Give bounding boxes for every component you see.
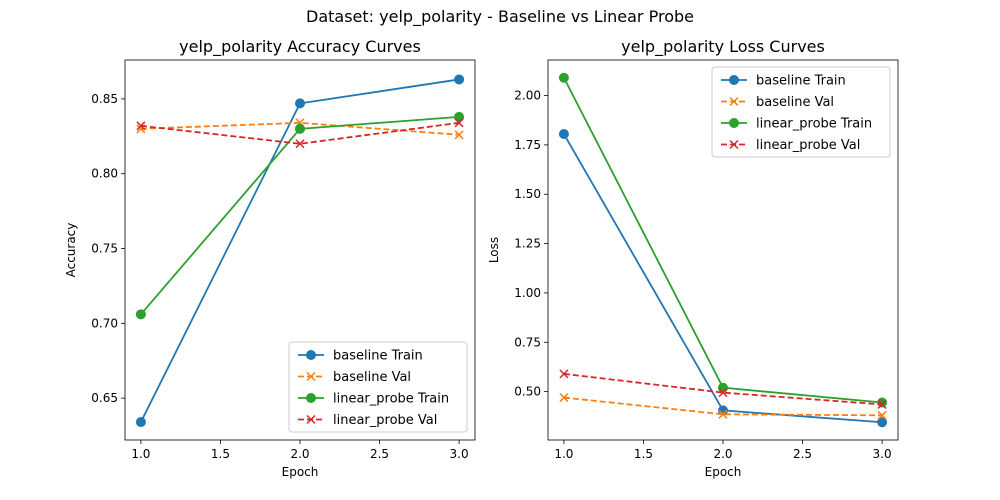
data-point bbox=[558, 72, 569, 83]
series-linear-probe-train bbox=[135, 111, 465, 320]
legend-item: baseline Val bbox=[721, 95, 834, 110]
x-tick-label: 3.0 bbox=[873, 447, 892, 461]
legend-item: linear_probe Val bbox=[298, 413, 437, 428]
x-tick-label: 1.5 bbox=[634, 447, 653, 461]
data-point bbox=[454, 118, 464, 128]
plot-frame bbox=[547, 59, 899, 441]
y-tick-label: 1.00 bbox=[514, 286, 541, 300]
legend-label: linear_probe Train bbox=[333, 392, 449, 407]
legend-marker bbox=[306, 371, 316, 382]
y-axis-label: Accuracy bbox=[64, 223, 78, 278]
y-tick-label: 1.50 bbox=[514, 187, 541, 201]
legend-marker bbox=[729, 118, 739, 128]
legend-item: baseline Train bbox=[298, 349, 423, 364]
y-tick-label: 0.80 bbox=[91, 167, 118, 181]
data-point bbox=[295, 139, 305, 149]
y-tick-label: 0.75 bbox=[91, 242, 118, 256]
legend-item: baseline Val bbox=[298, 370, 411, 385]
data-point bbox=[295, 98, 305, 109]
data-point bbox=[877, 399, 887, 409]
legend-item: linear_probe Train bbox=[298, 392, 449, 407]
legend-label: linear_probe Val bbox=[756, 138, 860, 153]
y-tick-label: 2.00 bbox=[514, 89, 541, 103]
data-point bbox=[136, 121, 146, 131]
x-tick-label: 3.0 bbox=[450, 447, 469, 461]
y-tick-label: 0.50 bbox=[514, 385, 541, 399]
y-tick-label: 1.25 bbox=[514, 237, 541, 251]
x-axis-label: Epoch bbox=[282, 465, 319, 479]
y-tick-label: 0.70 bbox=[91, 316, 118, 330]
series-line bbox=[563, 372, 883, 406]
data-point bbox=[877, 397, 888, 408]
series-linear-probe-val bbox=[136, 118, 464, 149]
x-tick-label: 1.0 bbox=[131, 447, 150, 461]
legend-label: baseline Val bbox=[756, 95, 834, 110]
y-tick-label: 1.75 bbox=[514, 138, 541, 152]
legend-label: baseline Train bbox=[756, 74, 846, 89]
legend-marker bbox=[306, 414, 316, 425]
plot-frame bbox=[124, 59, 476, 441]
y-tick-label: 0.75 bbox=[514, 335, 541, 349]
x-tick-label: 2.0 bbox=[713, 447, 732, 461]
legend-marker bbox=[729, 139, 739, 150]
x-tick-label: 1.0 bbox=[554, 447, 573, 461]
series-baseline-train bbox=[135, 74, 465, 428]
legend-label: baseline Val bbox=[333, 370, 411, 385]
series-line bbox=[563, 396, 883, 417]
data-point bbox=[718, 388, 728, 398]
series-baseline-train bbox=[558, 129, 888, 428]
data-point bbox=[718, 382, 728, 393]
x-tick-label: 2.0 bbox=[290, 447, 309, 461]
series-linear-probe-val bbox=[559, 369, 887, 409]
y-tick-label: 0.85 bbox=[91, 92, 118, 106]
legend-item: linear_probe Train bbox=[721, 117, 872, 132]
data-point bbox=[454, 74, 465, 85]
legend: baseline Train baseline Val linear_probe T… bbox=[711, 66, 891, 158]
legend-label: linear_probe Val bbox=[333, 413, 437, 428]
data-point bbox=[558, 129, 569, 140]
x-tick-label: 2.5 bbox=[793, 447, 812, 461]
legend-box bbox=[288, 341, 468, 433]
figure-title: Dataset: yelp_polarity - Baseline vs Lin… bbox=[306, 7, 694, 26]
series-baseline-val bbox=[559, 393, 887, 420]
data-point bbox=[559, 369, 569, 379]
data-point bbox=[454, 130, 464, 140]
legend-label: linear_probe Train bbox=[756, 117, 872, 132]
series-line bbox=[140, 121, 460, 136]
x-tick-label: 1.5 bbox=[211, 447, 230, 461]
y-tick-label: 0.65 bbox=[91, 391, 118, 405]
data-point bbox=[877, 410, 887, 420]
legend-marker bbox=[306, 393, 316, 403]
data-point bbox=[135, 417, 146, 428]
legend-marker bbox=[729, 75, 739, 85]
y-axis-label: Loss bbox=[487, 237, 501, 263]
legend-item: baseline Train bbox=[721, 74, 846, 89]
subplot-title: yelp_polarity Accuracy Curves bbox=[179, 37, 421, 57]
legend-marker bbox=[729, 96, 739, 107]
legend: baseline Train baseline Val linear_probe T… bbox=[288, 341, 468, 433]
x-axis-label: Epoch bbox=[705, 465, 742, 479]
data-point bbox=[877, 417, 888, 428]
legend-label: baseline Train bbox=[333, 349, 423, 364]
data-point bbox=[295, 123, 305, 134]
data-point bbox=[718, 409, 728, 419]
legend-marker bbox=[306, 350, 316, 360]
legend-box bbox=[711, 66, 891, 158]
legend-item: linear_probe Val bbox=[721, 138, 860, 153]
subplot-title: yelp_polarity Loss Curves bbox=[621, 37, 825, 57]
data-point bbox=[559, 393, 569, 403]
data-point bbox=[454, 111, 465, 122]
data-point bbox=[135, 309, 146, 320]
x-tick-label: 2.5 bbox=[370, 447, 389, 461]
